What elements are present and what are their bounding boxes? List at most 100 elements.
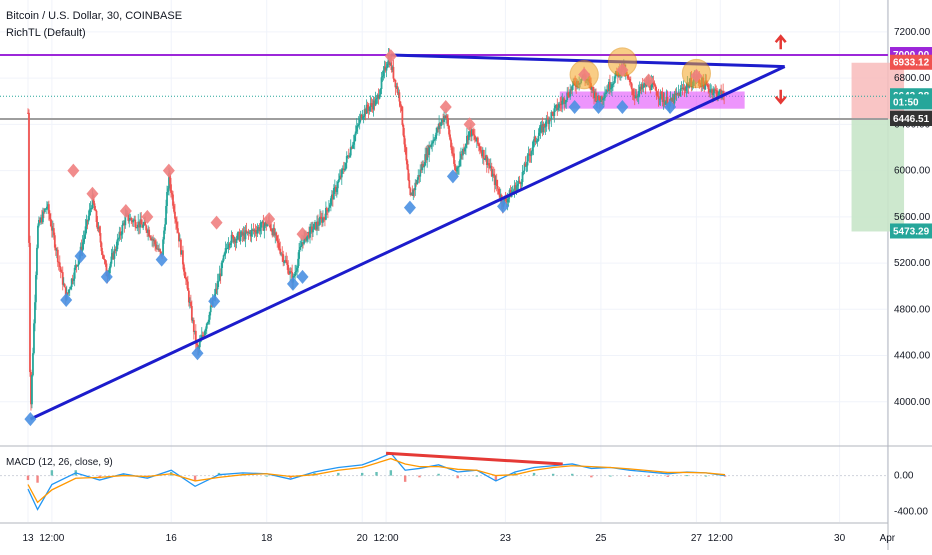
candle-body — [140, 219, 143, 225]
candle-body — [655, 90, 658, 96]
candle-body — [417, 175, 420, 180]
macd-divergence-line — [385, 451, 563, 466]
candle-body — [148, 229, 151, 237]
candle-body — [342, 168, 345, 170]
bottom-marker — [155, 252, 168, 267]
candle-body — [177, 228, 179, 233]
candle-body — [652, 82, 655, 85]
candle-body — [707, 84, 710, 89]
candle-body — [117, 238, 120, 240]
candle-body — [603, 98, 605, 100]
macd-histogram-bar — [609, 475, 612, 477]
candle-body — [629, 82, 632, 84]
candle-body — [558, 103, 561, 108]
candle-body — [435, 132, 438, 139]
candle-body — [613, 76, 616, 83]
candle-body — [50, 226, 53, 231]
candle-body — [431, 143, 434, 145]
candle-body — [560, 104, 563, 106]
candle-body — [277, 240, 280, 243]
candle-body — [534, 136, 537, 142]
candle-body — [317, 221, 319, 225]
candle-body — [27, 112, 29, 114]
candle-body — [52, 228, 55, 236]
candle-body — [96, 221, 99, 229]
candle-body — [152, 238, 155, 241]
candle-body — [207, 319, 210, 323]
candle-body — [549, 118, 552, 120]
candle-body — [29, 242, 31, 373]
candle-body — [109, 263, 112, 269]
candle-body — [477, 144, 480, 147]
candle-body — [446, 115, 448, 119]
candle-body — [349, 147, 352, 156]
candle-body — [287, 265, 290, 274]
candle-body — [373, 100, 376, 106]
candle-body — [41, 217, 43, 223]
candle-body — [351, 144, 354, 149]
candle-body — [141, 224, 144, 228]
candle-body — [448, 125, 450, 135]
candle-body — [203, 331, 206, 336]
candle-body — [470, 129, 473, 137]
candle-body — [386, 63, 389, 68]
candle-body — [676, 93, 679, 95]
candle-body — [67, 289, 70, 293]
candle-body — [462, 149, 464, 156]
candle-body — [43, 209, 46, 212]
candle-body — [457, 167, 459, 169]
candle-body — [669, 98, 672, 102]
candle-body — [70, 278, 73, 287]
candle-body — [526, 155, 529, 166]
candle-body — [596, 100, 598, 102]
candle-body — [253, 229, 256, 231]
macd-tick-label: 0.00 — [894, 471, 914, 482]
candle-body — [129, 218, 132, 221]
candle-body — [674, 93, 677, 96]
candle-body — [229, 243, 232, 245]
candle-body — [149, 236, 152, 238]
candle-body — [150, 237, 153, 241]
candle-body — [64, 287, 67, 300]
candle-body — [478, 146, 481, 151]
candle-body — [384, 66, 387, 71]
candle-body — [347, 155, 350, 157]
candle-body — [430, 144, 433, 148]
macd-histogram-bar — [704, 475, 708, 477]
candle-body — [391, 66, 394, 70]
candle-body — [706, 83, 709, 85]
candle-body — [671, 97, 674, 102]
candle-body — [77, 259, 80, 266]
bottom-marker — [664, 100, 677, 115]
bottom-marker — [191, 346, 204, 361]
candle-body — [120, 234, 123, 236]
bottom-marker — [74, 249, 87, 264]
candle-body — [708, 88, 711, 93]
candle-body — [376, 94, 379, 98]
candle-body — [472, 134, 475, 136]
candle-body — [97, 227, 100, 229]
candle-body — [517, 180, 520, 184]
candle-body — [94, 210, 97, 212]
macd-histogram-bar — [193, 475, 197, 481]
candle-body — [74, 264, 77, 268]
candle-body — [643, 82, 646, 86]
candle-body — [600, 96, 602, 103]
candle-body — [467, 135, 469, 141]
candle-body — [449, 134, 451, 140]
candle-body — [432, 139, 435, 144]
candle-body — [405, 147, 408, 161]
candle-body — [666, 96, 669, 107]
candle-body — [447, 118, 449, 126]
candle-body — [436, 127, 439, 133]
candle-body — [543, 123, 546, 127]
candle-body — [133, 219, 136, 221]
candle-body — [266, 223, 269, 227]
time-tick-label: 12:00 — [374, 533, 399, 544]
candle-body — [663, 99, 666, 105]
top-marker — [578, 67, 591, 82]
price-tick-label: 4400.00 — [894, 351, 931, 362]
candle-body — [718, 90, 721, 96]
macd-histogram-bar — [437, 473, 440, 476]
